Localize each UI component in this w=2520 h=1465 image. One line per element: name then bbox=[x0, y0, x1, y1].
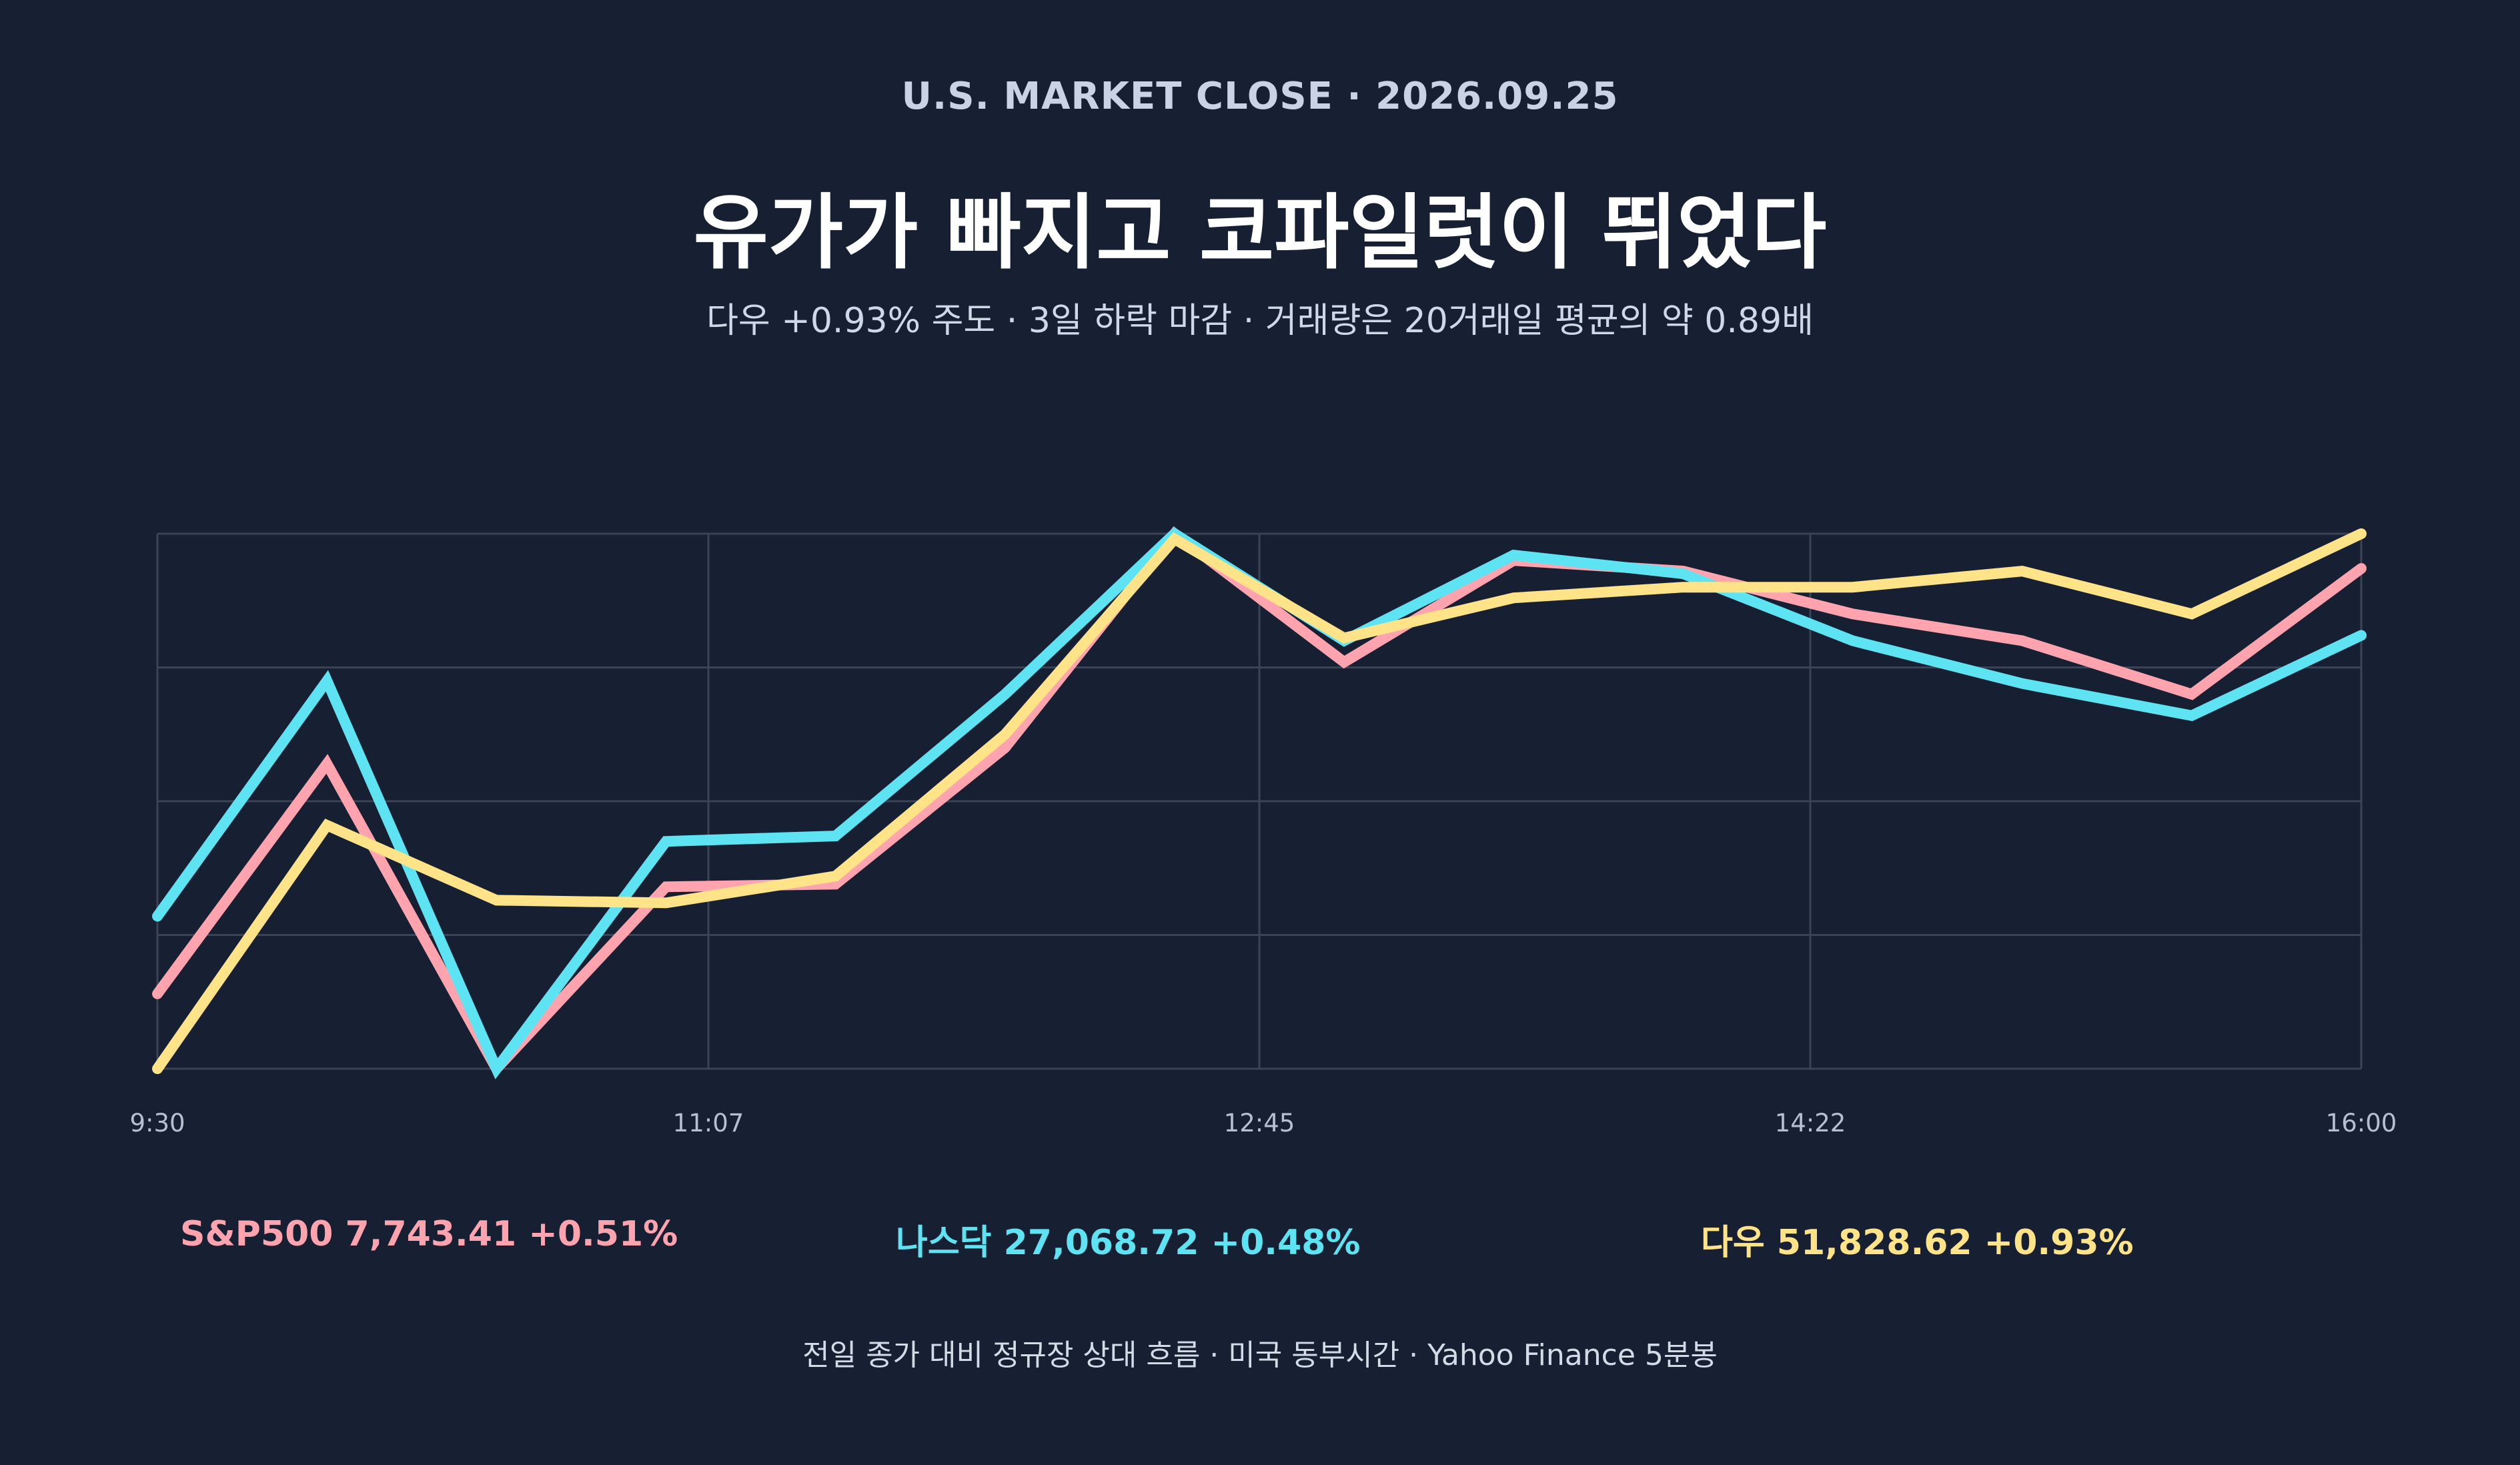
x-tick-label: 11:07 bbox=[673, 1109, 744, 1137]
chart-grid bbox=[156, 532, 2363, 1070]
x-tick-label: 12:45 bbox=[1224, 1109, 1295, 1137]
chart-subtitle: 다우 +0.93% 주도 · 3일 하락 마감 · 거래량은 20거래일 평균의… bbox=[706, 301, 1814, 341]
x-axis-ticks: 9:30 11:07 12:45 14:22 16:00 bbox=[129, 1109, 2397, 1137]
series-line-dow bbox=[152, 528, 2367, 1074]
chart-kicker: U.S. MARKET CLOSE · 2026.09.25 bbox=[901, 75, 1619, 118]
chart-series bbox=[152, 526, 2367, 1079]
x-tick-label: 16:00 bbox=[2326, 1109, 2397, 1137]
x-tick-label: 14:22 bbox=[1775, 1109, 1846, 1137]
legend-sp500: S&P500 7,743.41 +0.51% bbox=[180, 1214, 678, 1254]
x-tick-label: 9:30 bbox=[129, 1109, 185, 1137]
legend-dow: 다우 51,828.62 +0.93% bbox=[1701, 1223, 2134, 1263]
chart-title: 유가가 빠지고 코파일럿이 뛰었다 bbox=[693, 185, 1827, 280]
legend-nasdaq: 나스닥 27,068.72 +0.48% bbox=[896, 1223, 1361, 1263]
chart-footnote: 전일 종가 대비 정규장 상대 흐름 · 미국 동부시간 · Yahoo Fin… bbox=[802, 1338, 1718, 1372]
